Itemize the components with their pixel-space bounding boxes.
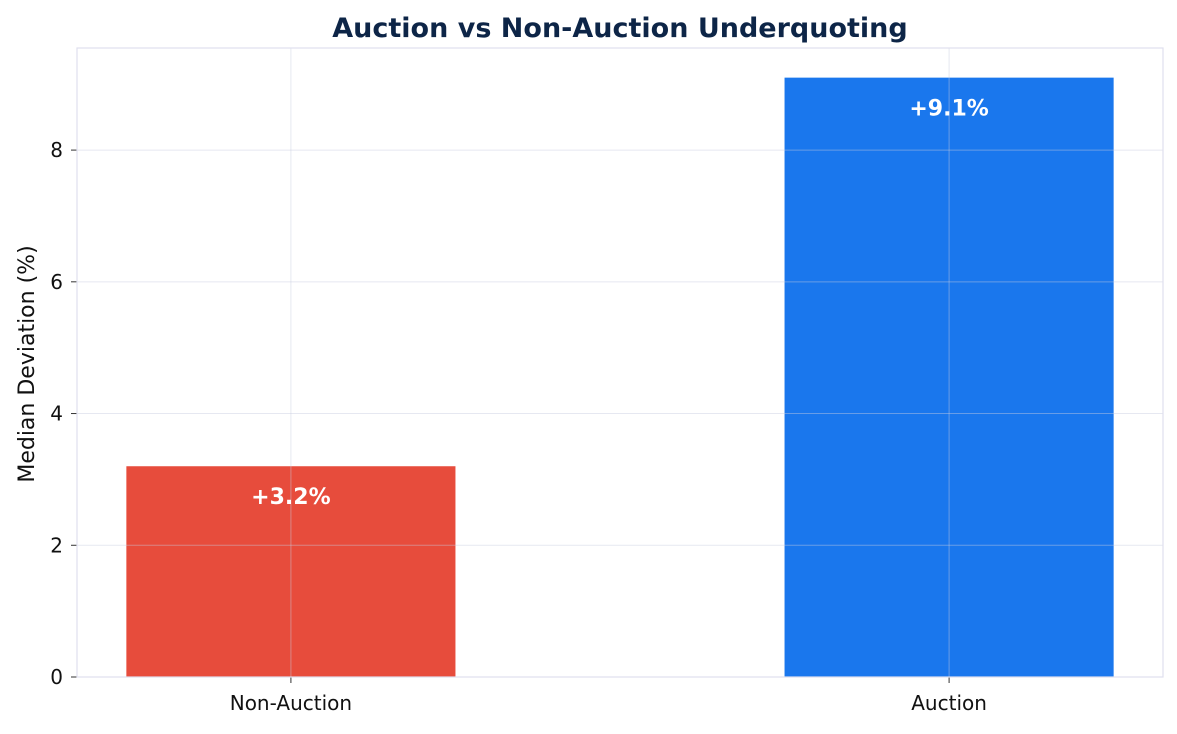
chart-title: Auction vs Non-Auction Underquoting [332,13,907,44]
x-tick-label: Non-Auction [230,691,352,715]
bar-non-auction [126,466,456,677]
plot-frame [76,47,1164,678]
y-axis-label: Median Deviation (%) [15,245,40,482]
data-label: +9.1% [909,97,988,122]
data-labels-layer: +3.2% +9.1% [251,97,989,511]
y-tick-label: 2 [50,533,63,557]
x-tick-label: Auction [911,691,987,715]
grid-layer [77,48,1163,677]
bar-auction [784,77,1114,678]
axes-layer: Non-Auction Auction 0 2 4 6 8 [50,47,1164,715]
y-tick-label: 0 [50,665,63,689]
y-tick-label: 8 [50,138,63,162]
y-tick-label: 4 [50,402,63,426]
y-tick-label: 6 [50,270,63,294]
data-label: +3.2% [251,485,330,510]
bars-layer [126,77,1114,678]
